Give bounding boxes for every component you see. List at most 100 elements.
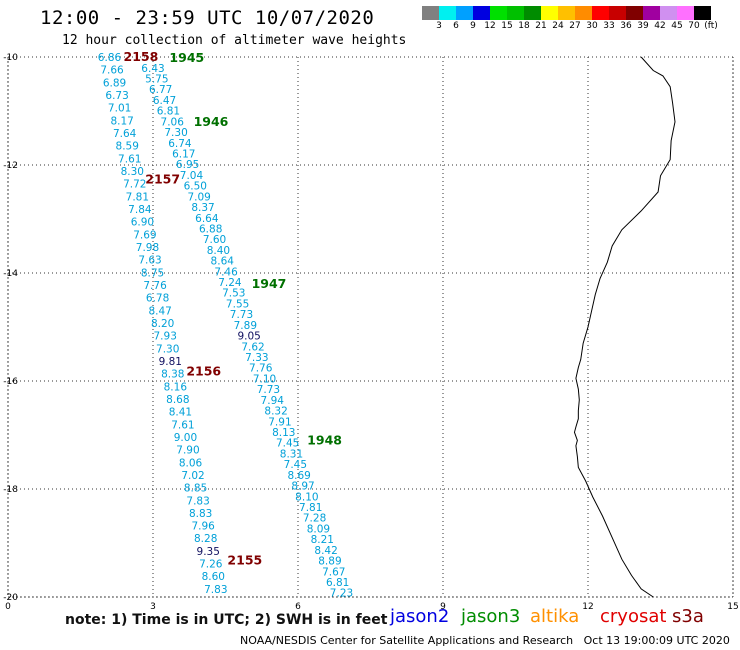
legend-label: 24	[552, 21, 564, 31]
track-b-swh-value: 8.32	[264, 406, 287, 418]
track-b-swh-value: 6.95	[176, 159, 199, 171]
track-a-swh-value: 7.64	[113, 128, 137, 140]
y-tick-label: -10	[3, 53, 18, 63]
track-a-swh-value: 8.16	[164, 381, 188, 393]
track-b-swh-value: 8.42	[314, 545, 337, 557]
legend-label: 70	[688, 21, 700, 31]
track-b-swh-value: 5.75	[145, 74, 168, 86]
y-tick-label: -16	[3, 377, 18, 387]
y-tick-label: -18	[3, 485, 18, 495]
legend-swatch	[643, 6, 660, 20]
legend-swatch	[660, 6, 677, 20]
mission-cryosat: cryosat	[600, 606, 667, 627]
legend-label: 39	[637, 21, 649, 31]
track-a-swh-value: 8.17	[110, 115, 133, 127]
map-grid	[7, 56, 734, 598]
coastline	[573, 56, 676, 598]
legend-label: 36	[620, 21, 632, 31]
legend-swatch	[422, 6, 439, 20]
track-b-swh-value: 6.43	[141, 63, 164, 75]
track-b-swh-value: 8.09	[307, 523, 330, 535]
track-a-swh-value: 6.73	[105, 90, 128, 102]
legend-swatch	[439, 6, 456, 20]
track-a-swh-value: 7.84	[128, 204, 152, 216]
track-b-swh-value: 7.55	[226, 298, 249, 310]
pass-time-label: 2157	[145, 172, 180, 187]
footnote: note: 1) Time is in UTC; 2) SWH is in fe…	[65, 612, 388, 628]
track-b-swh-value: 7.06	[161, 116, 185, 128]
track-b-swh-value: 7.45	[284, 459, 307, 471]
legend-label: 42	[654, 21, 666, 31]
track-a-swh-value: 8.38	[161, 369, 184, 381]
pass-time-label: 2156	[186, 363, 221, 378]
legend-swatch	[575, 6, 592, 20]
track-a-swh-value: 7.63	[138, 255, 161, 267]
track-a-swh-value: 7.02	[181, 470, 204, 482]
track-b-swh-value: 7.09	[187, 191, 210, 203]
track-a-swh-value: 7.81	[126, 191, 149, 203]
track-b-swh-value: 7.46	[214, 266, 238, 278]
track-b-swh-value: 8.13	[272, 427, 295, 439]
chart-subtitle: 12 hour collection of altimeter wave hei…	[62, 33, 407, 48]
map-frame	[7, 56, 734, 598]
y-tick-label: -12	[3, 161, 18, 171]
mission-altika: altika	[530, 606, 580, 627]
legend-label: 9	[470, 21, 476, 31]
legend-swatch	[507, 6, 524, 20]
pass-time-label: 2155	[227, 552, 262, 567]
track-a-swh-value: 8.30	[121, 166, 144, 178]
legend-swatch	[677, 6, 694, 20]
track-a-swh-value: 6.78	[146, 293, 169, 305]
legend-label: 18	[518, 21, 530, 31]
color-scale-legend	[422, 6, 711, 20]
pass-number-label: 1948	[307, 432, 342, 447]
track-b-swh-value: 7.45	[276, 438, 299, 450]
y-tick-label: -20	[3, 593, 18, 603]
x-tick-label: 12	[582, 602, 593, 612]
track-b-swh-value: 7.73	[257, 384, 280, 396]
pass-number-label: 1945	[169, 50, 204, 65]
legend-label: 27	[569, 21, 581, 31]
track-b-swh-value: 7.76	[249, 363, 273, 375]
track-a-swh-value: 7.61	[171, 419, 194, 431]
track-a-swh-value: 8.28	[194, 533, 217, 545]
track-a-swh-value: 7.72	[123, 179, 146, 191]
legend-swatch	[694, 6, 711, 20]
track-a-swh-value: 7.01	[108, 103, 131, 115]
credit-line: NOAA/NESDIS Center for Satellite Applica…	[240, 634, 730, 647]
axis-ticks: 0 3 6 9 12 15 -10 -12 -14 -16 -18 -20	[3, 53, 738, 612]
legend-label: 12	[484, 21, 496, 31]
track-a-swh-value: 6.89	[103, 77, 126, 89]
track-b-swh-value: 7.28	[303, 513, 326, 525]
pass-number-label: 1946	[194, 114, 229, 129]
track-a-swh-value: 8.85	[184, 483, 207, 495]
legend-swatch	[490, 6, 507, 20]
track-a-swh-value: 8.47	[148, 305, 171, 317]
chart-title: 12:00 - 23:59 UTC 10/07/2020	[40, 7, 375, 29]
legend-label: 33	[603, 21, 615, 31]
track-a-swh-value: 6.86	[98, 52, 122, 64]
track-b-swh-value: 8.37	[191, 202, 214, 214]
track-b-swh-value: 8.97	[291, 481, 314, 493]
x-tick-label: 6	[295, 602, 301, 612]
track-b-swh-value: 6.64	[195, 213, 219, 225]
track-b-swh-value: 7.67	[322, 566, 345, 578]
track-b-swh-value: 6.88	[199, 223, 222, 235]
legend-label: (ft)	[704, 21, 718, 31]
pass-time-label: 2158	[124, 49, 159, 64]
legend-swatch	[524, 6, 541, 20]
track-a-swh-value: 7.83	[186, 495, 209, 507]
legend-label: 45	[671, 21, 683, 31]
legend-label: 3	[436, 21, 442, 31]
track-b-swh-value: 8.21	[311, 534, 334, 546]
track-a-swh-value: 7.76	[143, 280, 167, 292]
x-tick-label: 15	[727, 602, 738, 612]
track-a-swh-value: 8.20	[151, 318, 174, 330]
x-tick-label: 0	[5, 602, 11, 612]
legend-swatch	[473, 6, 490, 20]
track-a-swh-value: 7.98	[136, 242, 159, 254]
legend-label: 6	[453, 21, 459, 31]
track-a-swh-value: 8.60	[202, 571, 225, 583]
track-b-swh-value: 6.81	[326, 577, 349, 589]
track-a-swh-value: 8.41	[169, 407, 192, 419]
